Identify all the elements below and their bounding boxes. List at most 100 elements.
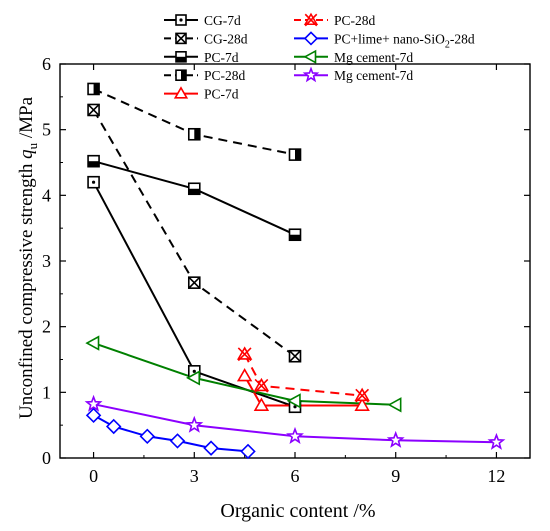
marker-dot xyxy=(179,18,183,22)
marker-cross xyxy=(254,378,269,393)
marker-triangle-left xyxy=(387,397,402,413)
y-tick-label: 3 xyxy=(42,251,51,271)
series-markers xyxy=(84,82,506,460)
data-point-mg-cement-7d-8 xyxy=(286,426,304,444)
legend-label-cg-7d: CG-7d xyxy=(204,13,241,28)
marker-triangle-left xyxy=(303,49,317,64)
marker-cross xyxy=(304,13,318,27)
data-point-pc-28d-5 xyxy=(253,377,270,393)
y-axis-title-main: Unconfined compressive strength xyxy=(16,159,37,419)
marker-dot xyxy=(192,369,196,373)
legend-label-pc-7d: PC-7d xyxy=(204,87,239,102)
data-point-pc-lime-nano-sio2-28d-6 xyxy=(85,407,102,424)
marker-diamond xyxy=(169,433,186,449)
marker-dot xyxy=(91,180,96,184)
legend-marker-pc-7d xyxy=(175,50,187,63)
data-point-pc-28d-3 xyxy=(87,82,100,96)
y-axis-title-symbol: q xyxy=(16,149,37,159)
marker-fill xyxy=(194,128,200,140)
data-point-mg-cement-7d-7 xyxy=(85,335,100,351)
marker-cross xyxy=(188,276,201,289)
series-line-mg-cement-7d-7 xyxy=(93,342,396,406)
data-point-pc-7d-4 xyxy=(253,397,270,411)
marker-diamond xyxy=(240,443,256,460)
data-point-pc-7d-2 xyxy=(87,154,100,168)
y-tick-label: 6 xyxy=(42,54,51,74)
legend-marker-pc-28d xyxy=(175,69,187,81)
y-axis-title: Unconfined compressive strength qu /MPa xyxy=(16,96,40,419)
data-point-pc-lime-nano-sio2-28d-6 xyxy=(203,440,219,456)
y-axis-title-unit: /MPa xyxy=(16,96,37,142)
y-tick-label: 5 xyxy=(42,120,51,140)
y-tick-label: 1 xyxy=(42,382,51,402)
data-point-mg-cement-7d-8 xyxy=(487,432,506,450)
data-point-cg-28d-1 xyxy=(87,103,100,117)
x-tick-label: 12 xyxy=(487,466,505,486)
marker-fill xyxy=(295,149,301,161)
marker-diamond xyxy=(139,428,156,445)
data-point-cg-28d-1 xyxy=(187,276,201,289)
x-tick-label: 3 xyxy=(190,466,199,486)
data-point-cg-28d-1 xyxy=(288,349,302,363)
legend-marker-cg-28d xyxy=(175,32,187,45)
y-tick-label: 4 xyxy=(42,185,51,205)
data-point-pc-lime-nano-sio2-28d-6 xyxy=(240,443,256,460)
marker-cross xyxy=(355,388,370,403)
data-point-pc-7d-4 xyxy=(236,367,253,382)
data-point-pc-7d-4 xyxy=(354,397,370,411)
x-tick-label: 6 xyxy=(291,466,300,486)
x-tick-label: 0 xyxy=(89,466,98,486)
marker-fill xyxy=(188,188,200,195)
y-tick-label: 0 xyxy=(42,448,51,468)
legend-label-pc-7d: PC-7d xyxy=(204,50,239,65)
marker-fill xyxy=(93,83,100,95)
marker-triangle-left xyxy=(85,335,100,351)
marker-cross xyxy=(237,347,252,362)
data-point-cg-7d-0 xyxy=(87,175,100,189)
marker-star xyxy=(487,432,506,450)
marker-dot xyxy=(293,405,297,409)
marker-triangle-left xyxy=(286,393,301,409)
marker-star xyxy=(286,426,304,444)
marker-cross xyxy=(175,32,187,44)
legend-marker-mg-cement-7d xyxy=(302,66,320,83)
marker-fill xyxy=(181,70,186,81)
marker-fill xyxy=(289,234,301,241)
series-line-pc-28d-3 xyxy=(93,88,296,156)
marker-cross xyxy=(87,103,100,117)
legend-label-pc-28d: PC-28d xyxy=(204,68,246,83)
data-point-mg-cement-7d-7 xyxy=(186,370,201,386)
legend-marker-pc-lime-nano-sio2-28d xyxy=(303,31,319,46)
legend-marker-cg-7d xyxy=(175,14,187,26)
series-line-pc-7d-2 xyxy=(93,160,296,236)
x-tick-label: 9 xyxy=(391,466,400,486)
legend-label-cg-28d: CG-28d xyxy=(204,31,248,46)
marker-diamond xyxy=(85,407,102,424)
marker-star xyxy=(84,394,103,412)
y-tick-label: 2 xyxy=(42,317,51,337)
data-point-pc-lime-nano-sio2-28d-6 xyxy=(105,418,122,435)
data-point-pc-7d-2 xyxy=(288,228,302,242)
legend: CG-7d CG-28d PC-7d PC-28d PC-7d PC-28d PC+lime… xyxy=(164,12,475,102)
legend-marker-pc-28d xyxy=(303,12,319,27)
marker-cross xyxy=(288,350,302,363)
marker-triangle-left xyxy=(186,370,201,386)
data-point-pc-28d-3 xyxy=(288,148,302,161)
data-point-pc-7d-2 xyxy=(187,182,201,196)
data-point-pc-28d-5 xyxy=(236,346,253,362)
x-axis-title: Organic content /% xyxy=(220,500,375,522)
marker-fill xyxy=(88,161,100,167)
data-point-pc-28d-3 xyxy=(187,127,201,141)
data-point-mg-cement-7d-8 xyxy=(185,415,204,433)
data-point-mg-cement-7d-7 xyxy=(387,397,402,413)
marker-star xyxy=(386,430,405,448)
data-point-pc-lime-nano-sio2-28d-6 xyxy=(169,433,186,449)
legend-marker-mg-cement-7d xyxy=(303,49,317,64)
series-line-cg-28d-1 xyxy=(92,109,296,358)
marker-triangle xyxy=(173,86,189,99)
marker-star xyxy=(185,415,204,433)
data-point-mg-cement-7d-7 xyxy=(286,393,301,409)
marker-diamond xyxy=(105,418,122,435)
